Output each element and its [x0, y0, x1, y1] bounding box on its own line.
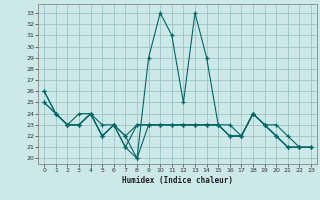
X-axis label: Humidex (Indice chaleur): Humidex (Indice chaleur) — [122, 176, 233, 185]
